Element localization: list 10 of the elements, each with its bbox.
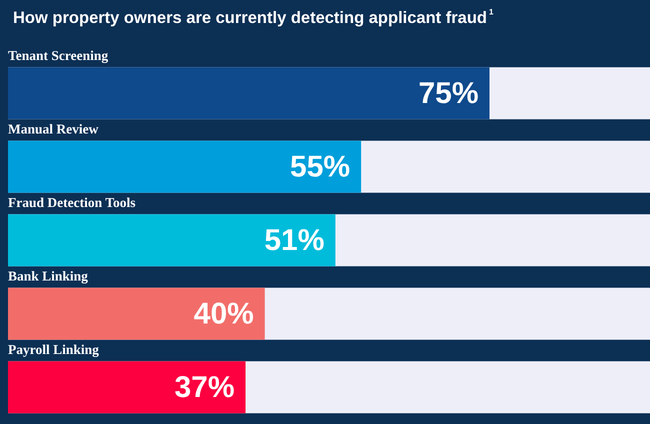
y-tick-label: Tenant Screening (8, 48, 108, 63)
data-label: 55% (290, 150, 350, 184)
data-label: 75% (418, 76, 478, 110)
data-label: 51% (264, 224, 324, 257)
y-tick-label: Fraud Detection Tools (8, 194, 136, 210)
y-tick-label: Manual Review (8, 121, 99, 136)
data-label: 37% (174, 370, 235, 404)
y-tick-label: Bank Linking (8, 268, 88, 284)
data-label: 40% (194, 297, 254, 330)
y-tick-label: Payroll Linking (8, 342, 100, 357)
